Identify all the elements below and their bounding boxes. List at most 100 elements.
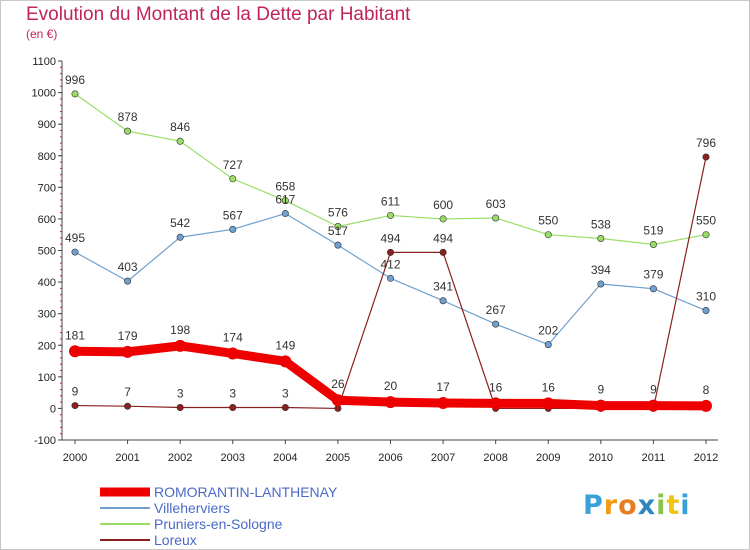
data-point (121, 345, 134, 358)
data-point (124, 402, 132, 410)
y-tick-label: 0 (50, 403, 56, 415)
x-tick-label: 2012 (694, 452, 718, 464)
y-tick-label: 300 (38, 309, 56, 321)
data-point (647, 399, 660, 412)
logo-letter: P (583, 490, 604, 521)
data-point (544, 231, 552, 239)
data-label: 3 (177, 386, 184, 400)
y-tick-label: -100 (34, 435, 56, 447)
data-point (174, 339, 187, 352)
data-point (702, 153, 710, 161)
chart-subtitle: (en €) (26, 27, 58, 41)
data-label: 727 (223, 158, 243, 172)
data-label: 8 (703, 383, 710, 397)
data-label: 567 (223, 208, 243, 222)
legend-label: Pruniers-en-Sologne (154, 516, 283, 532)
x-tick-label: 2011 (642, 452, 666, 464)
proxiti-logo: Proxiti (583, 490, 691, 521)
logo-letter: i (680, 490, 691, 521)
data-label: 16 (489, 380, 503, 394)
data-point (437, 397, 450, 410)
data-label: 600 (433, 198, 453, 212)
data-label: 576 (328, 205, 348, 219)
data-label: 9 (72, 385, 79, 399)
y-tick-label: 1000 (32, 88, 56, 100)
data-point (176, 403, 184, 411)
logo-letter: r (603, 490, 619, 521)
data-label: 341 (433, 280, 453, 294)
legend-swatch (100, 487, 150, 497)
series-romorantin-lanthenay (69, 339, 712, 412)
data-label: 796 (696, 136, 716, 150)
chart-title: Evolution du Montant de la Dette par Hab… (26, 4, 411, 25)
data-label: 617 (275, 193, 295, 207)
data-point (492, 320, 500, 328)
data-point (281, 403, 289, 411)
data-label: 658 (275, 180, 295, 194)
data-point (334, 241, 342, 249)
data-label: 198 (170, 323, 190, 337)
data-label: 517 (328, 224, 348, 238)
x-tick-label: 2008 (483, 452, 507, 464)
data-label: 494 (433, 231, 453, 245)
data-label: 542 (170, 216, 190, 230)
data-label: 3 (282, 386, 289, 400)
data-point (439, 215, 447, 223)
data-point (124, 277, 132, 285)
y-tick-label: 100 (38, 372, 56, 384)
data-point (279, 355, 292, 368)
y-tick-label: 1100 (32, 56, 56, 68)
data-point (702, 307, 710, 315)
data-point (124, 127, 132, 135)
y-tick-label: 400 (38, 277, 56, 289)
data-label: 412 (380, 257, 400, 271)
data-label: 26 (331, 377, 345, 391)
data-label: 878 (118, 110, 138, 124)
x-tick-label: 2005 (326, 452, 350, 464)
data-label: 550 (538, 214, 558, 228)
data-label: 394 (591, 263, 611, 277)
data-label: 550 (696, 214, 716, 228)
x-tick-label: 2006 (378, 452, 402, 464)
data-point (334, 222, 342, 230)
data-label: 267 (486, 303, 506, 317)
x-tick-label: 2007 (431, 452, 455, 464)
series-pruniers-en-sologne (71, 90, 710, 248)
data-point (544, 341, 552, 349)
y-tick-label: 500 (38, 246, 56, 258)
x-tick-label: 2000 (63, 452, 87, 464)
x-tick-label: 2009 (536, 452, 560, 464)
legend-label: Villeherviers (154, 500, 230, 516)
legend-label: ROMORANTIN-LANTHENAY (154, 484, 338, 500)
data-point (71, 402, 79, 410)
data-label: 310 (696, 290, 716, 304)
data-label: 174 (223, 330, 243, 344)
data-label: 20 (384, 379, 398, 393)
y-tick-label: 200 (38, 340, 56, 352)
data-point (386, 274, 394, 282)
data-label: 519 (643, 223, 663, 237)
data-point (229, 175, 237, 183)
y-tick-label: 900 (38, 119, 56, 131)
data-point (226, 347, 239, 360)
data-point (384, 396, 397, 409)
data-label: 495 (65, 231, 85, 245)
y-tick-label: 700 (38, 182, 56, 194)
data-point (594, 399, 607, 412)
legend-swatch (100, 523, 150, 525)
series-villeherviers (71, 210, 710, 349)
data-label: 9 (650, 383, 657, 397)
data-label: 494 (380, 231, 400, 245)
logo-letter: o (618, 490, 638, 521)
x-tick-label: 2003 (221, 452, 245, 464)
x-tick-label: 2001 (115, 452, 139, 464)
data-point (71, 90, 79, 98)
data-point (492, 214, 500, 222)
legend-label: Loreux (154, 532, 197, 548)
data-point (439, 248, 447, 256)
data-label: 149 (275, 338, 295, 352)
axes: -100 0 100 200 300 400 500 600 700 800 900 1000 1100… (32, 56, 719, 464)
data-point (386, 248, 394, 256)
data-point (386, 211, 394, 219)
